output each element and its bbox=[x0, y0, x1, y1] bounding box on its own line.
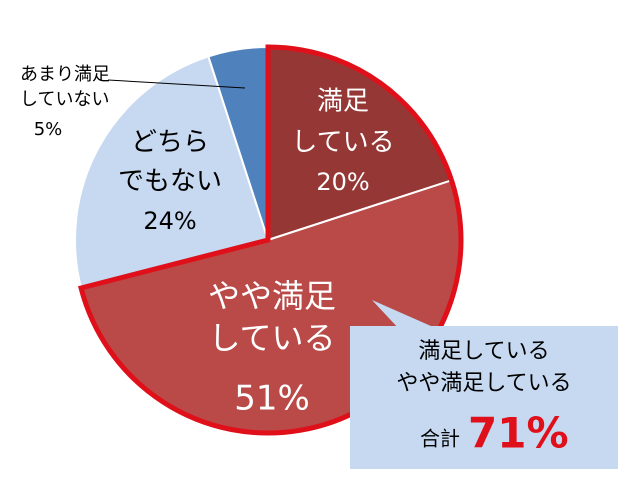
slice-label: している bbox=[208, 319, 335, 357]
value-label: 24% bbox=[143, 207, 196, 235]
callout-line: やや満足している bbox=[396, 371, 571, 396]
callout-total-value: 71% bbox=[468, 409, 569, 458]
slice-label: している bbox=[291, 128, 394, 158]
callout-pointer bbox=[372, 300, 440, 330]
leader-line bbox=[107, 79, 246, 89]
callout-total-label: 合計 bbox=[420, 427, 460, 451]
slice-label: あまり満足 bbox=[20, 64, 110, 85]
slice-label: していない bbox=[20, 89, 109, 110]
value-label: 20% bbox=[316, 168, 369, 196]
slice-label: 満足 bbox=[317, 87, 369, 117]
slice-label: やや満足 bbox=[208, 277, 336, 315]
callout-box bbox=[350, 326, 618, 469]
slice-label: どちら bbox=[131, 128, 209, 158]
pie-slice bbox=[74, 55, 270, 290]
callout-line: 満足している bbox=[418, 339, 549, 364]
value-label: 5% bbox=[34, 119, 63, 140]
value-label: 51% bbox=[234, 379, 310, 419]
slice-label: でもない bbox=[118, 167, 222, 197]
